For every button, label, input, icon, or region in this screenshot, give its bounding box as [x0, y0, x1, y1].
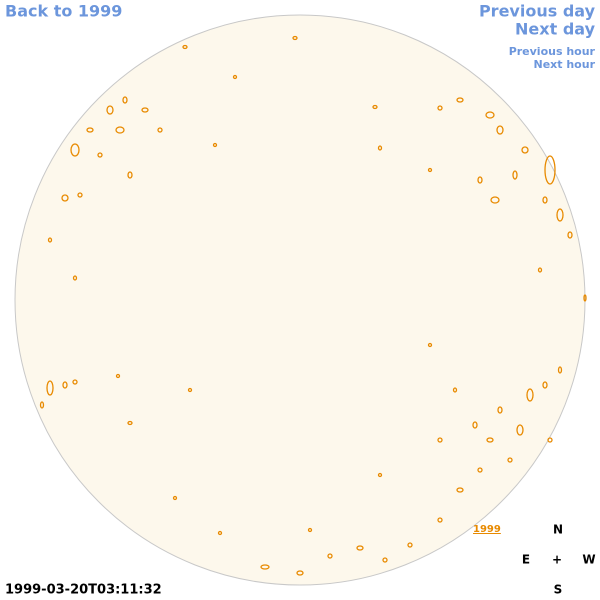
marker-link[interactable]: 1999: [473, 524, 501, 535]
solar-disc: [14, 14, 586, 586]
next-day-link[interactable]: Next day: [515, 20, 596, 39]
compass-east: E: [522, 553, 530, 567]
compass-center: +: [552, 553, 562, 567]
back-link[interactable]: Back to 1999: [5, 2, 122, 21]
compass-west: W: [582, 553, 595, 567]
next-hour-link[interactable]: Next hour: [534, 58, 596, 71]
compass-north: N: [553, 523, 563, 537]
timestamp: 1999-03-20T03:11:32: [5, 583, 162, 598]
compass-south: S: [554, 583, 563, 597]
previous-hour-link[interactable]: Previous hour: [509, 45, 596, 58]
previous-day-link[interactable]: Previous day: [479, 2, 596, 21]
contours: [39, 35, 587, 576]
